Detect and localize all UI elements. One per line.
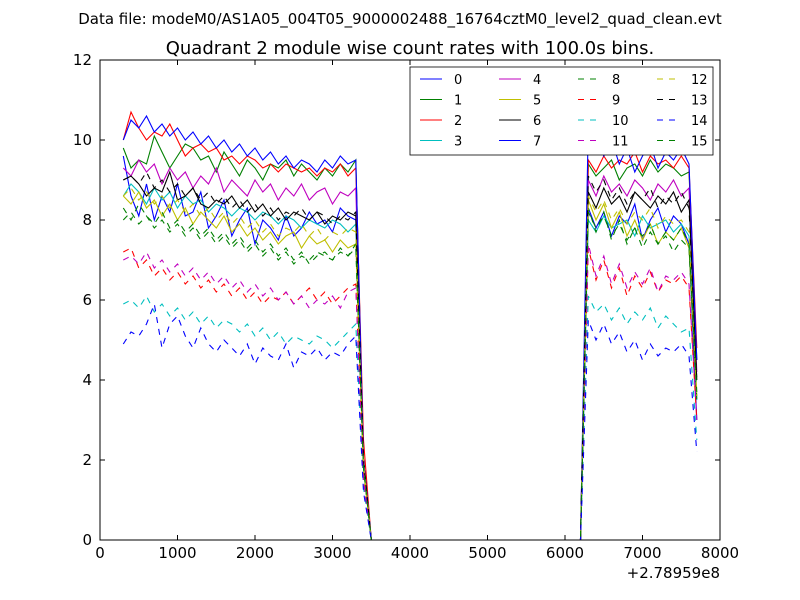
series-line-5	[122, 190, 698, 540]
legend-label-12: 12	[691, 73, 708, 88]
figure-suptitle: Data file: modeM0/AS1A05_004T05_90000024…	[78, 10, 722, 29]
y-tick-label: 4	[82, 371, 92, 389]
legend-label-4: 4	[533, 73, 541, 88]
series-line-10	[123, 294, 698, 540]
series-line-14	[122, 301, 698, 540]
legend-label-6: 6	[533, 114, 541, 129]
x-tick-label: 8000	[701, 544, 739, 562]
series-line-4	[122, 158, 698, 540]
y-tick-label: 2	[82, 451, 92, 469]
legend-label-14: 14	[691, 114, 708, 129]
x-tick-label: 6000	[546, 544, 584, 562]
legend-label-0: 0	[454, 73, 462, 88]
y-tick-label: 6	[82, 291, 92, 309]
legend-label-10: 10	[612, 114, 629, 129]
ticks-layer: 0 1000 2000 3000 4000 5000 6000 7000 80000246810…	[73, 51, 739, 562]
legend-label-13: 13	[691, 94, 708, 109]
y-tick-label: 12	[73, 51, 92, 69]
series-layer	[122, 110, 698, 540]
x-tick-label: 3000	[313, 544, 351, 562]
series-line-7	[122, 114, 698, 540]
series-line-1	[122, 134, 698, 540]
legend-label-1: 1	[454, 94, 462, 109]
x-tick-label: 0	[95, 544, 105, 562]
legend-label-7: 7	[533, 135, 541, 150]
x-tick-label: 5000	[468, 544, 506, 562]
series-line-12	[122, 187, 698, 540]
series-line-6	[123, 170, 698, 540]
legend-label-8: 8	[612, 73, 620, 88]
legend-label-9: 9	[612, 94, 620, 109]
x-tick-label: 2000	[236, 544, 274, 562]
series-line-11	[123, 243, 698, 540]
series-line-8	[122, 202, 698, 540]
y-tick-label: 0	[82, 531, 92, 549]
x-tick-label: 7000	[623, 544, 661, 562]
x-offset-label: +2.78959e8	[627, 564, 720, 582]
series-line-13	[123, 170, 698, 540]
series-line-15	[122, 211, 698, 540]
y-tick-label: 8	[82, 211, 92, 229]
legend-label-15: 15	[691, 135, 708, 150]
series-line-3	[122, 183, 698, 540]
legend-label-11: 11	[612, 135, 629, 150]
legend-label-2: 2	[454, 114, 462, 129]
chart-title: Quadrant 2 module wise count rates with …	[166, 38, 655, 59]
series-line-2	[122, 110, 698, 540]
legend-label-3: 3	[454, 135, 462, 150]
legend-label-5: 5	[533, 94, 541, 109]
y-tick-label: 10	[73, 131, 92, 149]
x-tick-label: 4000	[391, 544, 429, 562]
x-tick-label: 1000	[158, 544, 196, 562]
